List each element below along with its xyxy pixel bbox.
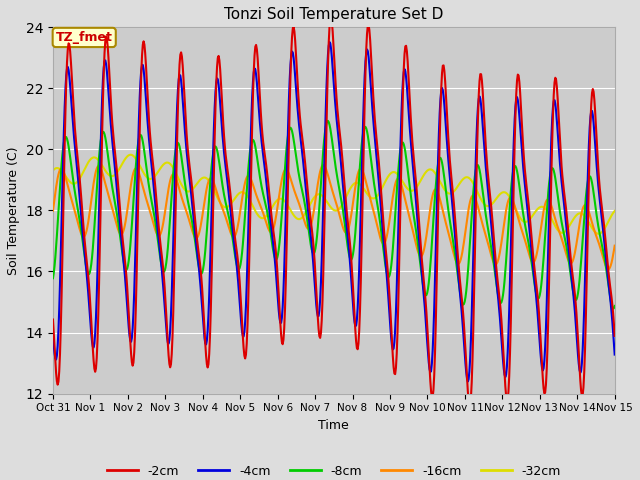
-4cm [117,232,125,238]
-8cm [49,276,57,281]
-4cm [174,86,182,92]
-2cm [117,218,125,224]
-32cm [403,185,411,191]
-4cm [49,332,57,338]
-2cm [60,218,67,224]
X-axis label: Time: Time [319,419,349,432]
-32cm [595,231,602,237]
Legend: -2cm, -4cm, -8cm, -16cm, -32cm: -2cm, -4cm, -8cm, -16cm, -32cm [102,459,566,480]
-16cm [174,181,182,187]
-32cm [49,168,57,173]
-32cm [611,208,618,214]
-2cm [49,317,57,323]
-32cm [117,163,125,169]
-8cm [174,140,182,146]
-16cm [204,181,211,187]
-2cm [419,273,427,278]
-8cm [403,160,411,166]
-8cm [609,306,617,312]
-16cm [605,266,612,272]
-4cm [403,83,411,89]
-32cm [175,176,182,182]
-16cm [319,162,327,168]
-8cm [204,216,211,222]
-2cm [465,403,473,409]
-2cm [174,103,182,109]
-8cm [419,284,427,289]
-32cm [205,177,212,183]
-4cm [464,379,472,384]
-4cm [204,328,211,334]
-32cm [127,152,134,157]
Line: -32cm: -32cm [53,155,614,234]
Line: -4cm: -4cm [53,42,614,382]
Title: Tonzi Soil Temperature Set D: Tonzi Soil Temperature Set D [224,7,444,22]
-4cm [611,352,618,358]
Y-axis label: Soil Temperature (C): Soil Temperature (C) [7,146,20,275]
-2cm [403,48,411,54]
-2cm [327,14,335,20]
-8cm [611,303,618,309]
-16cm [611,243,618,249]
-16cm [403,204,411,210]
-16cm [117,231,125,237]
Line: -16cm: -16cm [53,165,614,269]
-8cm [60,145,67,151]
-2cm [204,365,211,371]
-32cm [60,170,67,176]
-2cm [611,333,618,339]
-8cm [324,118,332,124]
-8cm [117,240,125,245]
Line: -8cm: -8cm [53,121,614,309]
-16cm [60,168,67,173]
Line: -2cm: -2cm [53,17,614,406]
-4cm [419,286,427,291]
-4cm [326,39,333,45]
-4cm [60,156,67,162]
Text: TZ_fmet: TZ_fmet [56,31,113,44]
-16cm [49,208,57,214]
-16cm [419,250,427,255]
-32cm [419,173,427,179]
